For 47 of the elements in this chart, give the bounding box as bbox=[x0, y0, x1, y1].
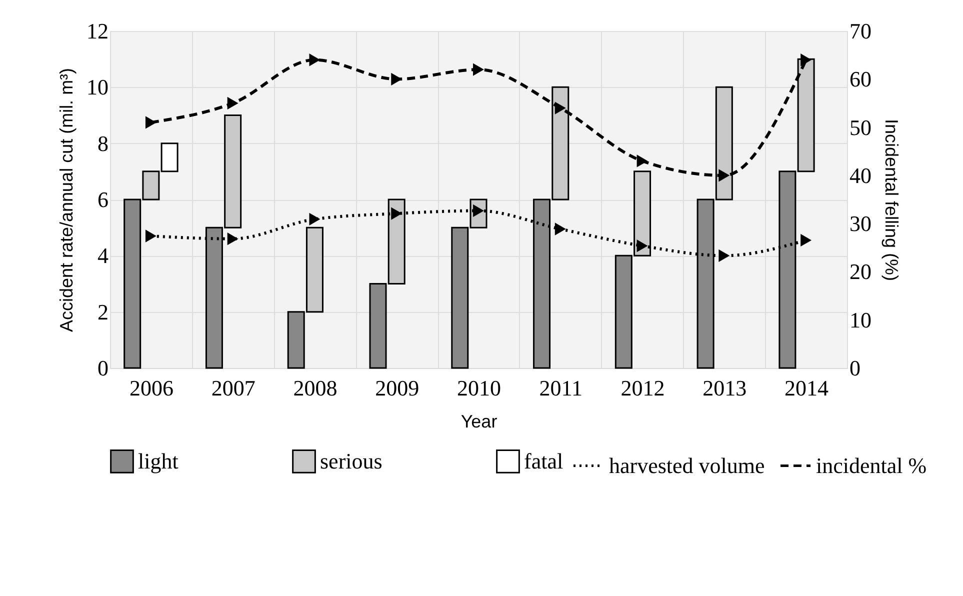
y2-tick-label: 20 bbox=[850, 259, 872, 284]
y2-tick-label: 10 bbox=[850, 307, 872, 332]
y-tick-label: 8 bbox=[98, 130, 108, 156]
point bbox=[145, 116, 156, 129]
point bbox=[718, 249, 730, 262]
x-tick-label: 2009 bbox=[375, 376, 420, 400]
y-tick-label: 0 bbox=[98, 356, 108, 380]
point bbox=[554, 222, 566, 236]
y2-tick-label: 40 bbox=[850, 162, 872, 188]
point bbox=[800, 54, 812, 66]
y-tick-label: 10 bbox=[86, 74, 108, 100]
x-tick-label: 2008 bbox=[293, 376, 338, 400]
legend-label: fatal bbox=[524, 448, 564, 474]
y-tick-label: 2 bbox=[98, 299, 108, 324]
point bbox=[309, 54, 320, 66]
x-tick-label: 2010 bbox=[457, 376, 501, 400]
y2-tick-label: 60 bbox=[850, 66, 872, 92]
x-tick-label: 2006 bbox=[129, 376, 174, 400]
y2-tick-label: 50 bbox=[850, 114, 872, 140]
legend-label: light bbox=[138, 448, 178, 474]
legend-label: serious bbox=[320, 448, 382, 474]
y2-axis-title: Incidental felling (%) bbox=[882, 118, 902, 282]
point bbox=[718, 169, 730, 182]
point bbox=[145, 230, 156, 242]
x-tick-label: 2013 bbox=[702, 376, 747, 400]
y2-tick-label: 30 bbox=[850, 211, 872, 236]
point bbox=[554, 102, 566, 114]
point bbox=[636, 240, 648, 252]
x-tick-label: 2007 bbox=[211, 376, 256, 400]
legend-label: harvested volume bbox=[609, 452, 765, 478]
x-axis-title: Year bbox=[460, 412, 498, 432]
x-tick-label: 2011 bbox=[539, 376, 582, 400]
point bbox=[800, 234, 812, 247]
point bbox=[227, 96, 238, 110]
y-tick-label: 6 bbox=[98, 187, 108, 212]
y2-tick-label: 0 bbox=[850, 356, 860, 380]
x-tick-label: 2012 bbox=[620, 376, 665, 400]
legend-label: incidental % bbox=[816, 452, 927, 478]
point bbox=[309, 212, 320, 226]
point bbox=[473, 63, 484, 76]
y-tick-label: 12 bbox=[86, 18, 108, 44]
point bbox=[636, 154, 648, 168]
point bbox=[227, 232, 238, 246]
y-axis-title: Accident rate/annual cut (mil. m³) bbox=[56, 68, 76, 332]
y2-tick-label: 70 bbox=[850, 18, 872, 44]
y-tick-label: 4 bbox=[98, 243, 108, 268]
x-tick-label: 2014 bbox=[784, 376, 829, 400]
